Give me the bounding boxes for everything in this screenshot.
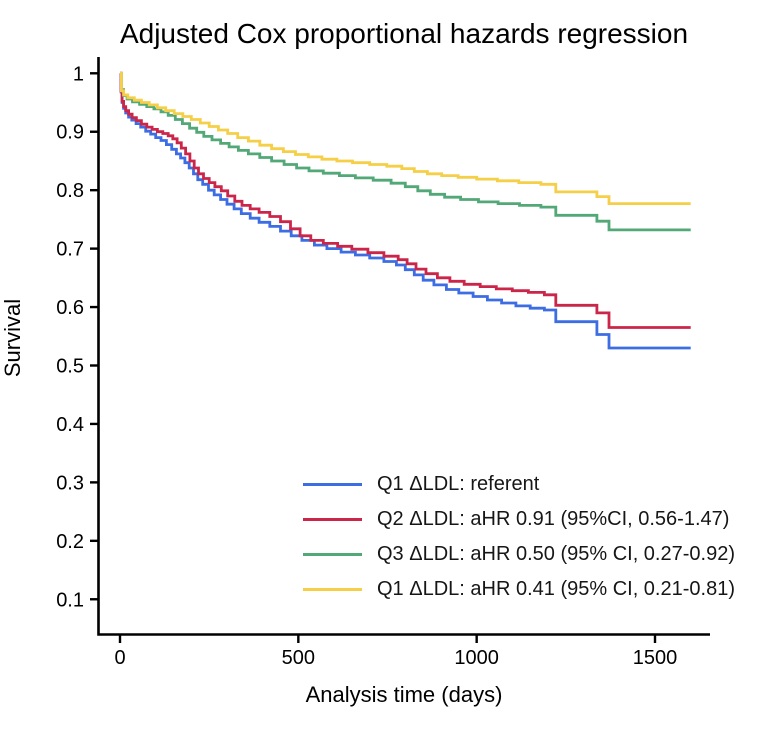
survival-curve-3 — [120, 71, 691, 232]
x-axis-title: Analysis time (days) — [305, 682, 503, 707]
legend-line-swatch — [303, 552, 362, 556]
chart-title: Adjusted Cox proportional hazards regres… — [119, 18, 689, 49]
legend-label: Q3 ΔLDL: aHR 0.50 (95% CI, 0.27-0.92) — [377, 542, 735, 565]
y-tick-label: 1 — [73, 63, 84, 85]
legend-label: Q1 ΔLDL: aHR 0.41 (95% CI, 0.21-0.81) — [377, 577, 735, 600]
survival-curve-2 — [119, 71, 691, 329]
x-tick-label: 1500 — [633, 647, 678, 669]
y-tick-label: 0.8 — [56, 180, 84, 202]
legend-item-4: Q1 ΔLDL: aHR 0.41 (95% CI, 0.21-0.81) — [303, 576, 735, 602]
y-tick-label: 0.9 — [56, 122, 84, 144]
y-tick-label: 0.3 — [56, 472, 84, 494]
y-axis-title: Survival — [0, 298, 25, 378]
legend-item-1: Q1 ΔLDL: referent — [303, 471, 735, 497]
survival-curve-1 — [119, 71, 691, 350]
y-tick-label: 0.7 — [56, 239, 84, 261]
legend-item-2: Q2 ΔLDL: aHR 0.91 (95%CI, 0.56-1.47) — [303, 506, 735, 532]
x-tick-label: 500 — [282, 647, 315, 669]
legend-label: Q1 ΔLDL: referent — [377, 472, 540, 495]
y-tick-label: 0.2 — [56, 531, 84, 553]
legend-line-swatch — [303, 482, 362, 486]
y-tick-label: 0.4 — [56, 414, 84, 436]
y-tick-label: 0.1 — [56, 589, 84, 611]
legend: Q1 ΔLDL: referent Q2 ΔLDL: aHR 0.91 (95%C… — [303, 471, 735, 602]
legend-line-swatch — [303, 587, 362, 591]
survival-curve-4 — [120, 71, 691, 205]
x-tick-label: 0 — [114, 647, 125, 669]
legend-line-swatch — [303, 517, 362, 521]
y-tick-label: 0.6 — [56, 297, 84, 319]
x-tick-label: 1000 — [454, 647, 499, 669]
y-tick-label: 0.5 — [56, 356, 84, 378]
legend-label: Q2 ΔLDL: aHR 0.91 (95%CI, 0.56-1.47) — [377, 507, 730, 530]
legend-item-3: Q3 ΔLDL: aHR 0.50 (95% CI, 0.27-0.92) — [303, 541, 735, 567]
